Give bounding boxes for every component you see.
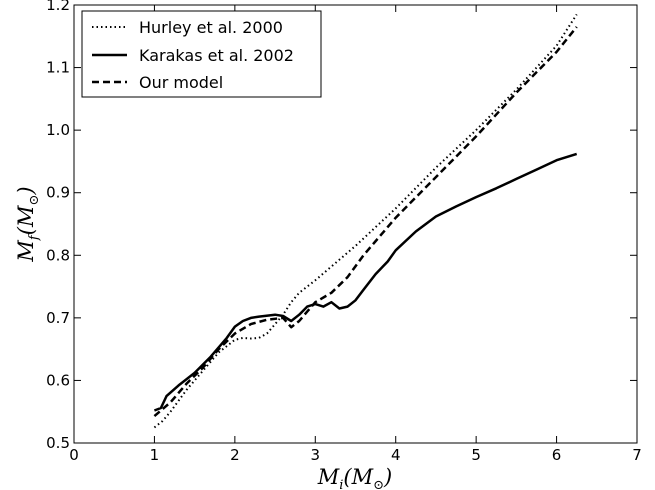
series-line-our-model xyxy=(153,26,578,418)
x-tick-label: 3 xyxy=(311,446,321,464)
legend: Hurley et al. 2000 Karakas et al. 2002 O… xyxy=(81,10,322,98)
x-tick-label: 7 xyxy=(632,446,642,464)
y-tick-label: 0.7 xyxy=(46,309,70,327)
x-tick-label: 4 xyxy=(391,446,401,464)
legend-label-our-model: Our model xyxy=(139,73,223,92)
y-tick-label: 0.9 xyxy=(46,184,70,202)
x-tick-label: 5 xyxy=(471,446,481,464)
y-tick-label: 0.5 xyxy=(46,434,70,452)
ticks: 0 1 2 3 4 5 6 7 0.5 0.6 0.7 0.8 0.9 1.0 1.1 1.2 xyxy=(46,0,642,464)
legend-label-karakas: Karakas et al. 2002 xyxy=(139,46,294,65)
legend-label-hurley: Hurley et al. 2000 xyxy=(139,18,283,37)
x-axis-label: Mi(M⊙) xyxy=(317,465,393,490)
y-tick-label: 1.2 xyxy=(46,0,70,14)
y-tick-label: 0.8 xyxy=(46,246,70,264)
series-layer xyxy=(153,13,578,429)
x-tick-label: 0 xyxy=(69,446,79,464)
y-axis-label: Mf(M⊙) xyxy=(14,186,42,262)
y-tick-label: 1.0 xyxy=(46,121,70,139)
x-tick-label: 6 xyxy=(552,446,562,464)
y-tick-label: 1.1 xyxy=(46,59,70,77)
series-line-karakas xyxy=(153,152,578,412)
x-tick-label: 1 xyxy=(150,446,160,464)
y-tick-label: 0.6 xyxy=(46,371,70,389)
x-tick-label: 2 xyxy=(230,446,240,464)
